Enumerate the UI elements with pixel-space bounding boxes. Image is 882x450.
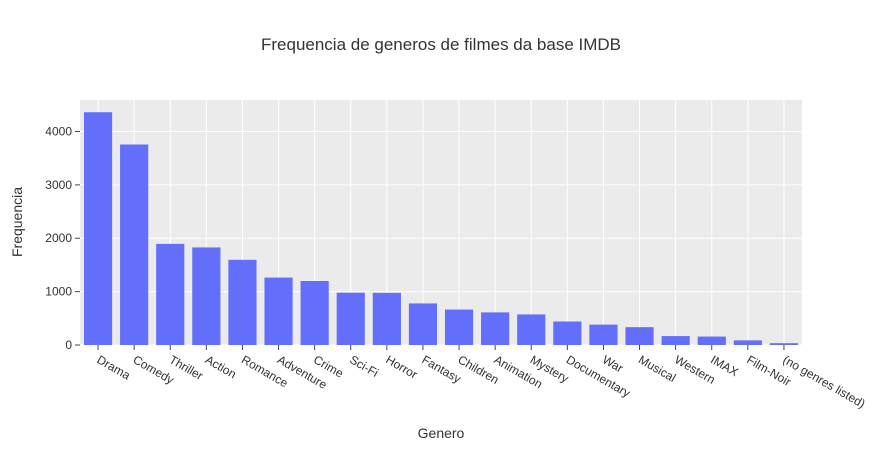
bar-war [589, 324, 618, 345]
bar-adventure [264, 277, 293, 345]
y-tick-label: 0 [65, 338, 72, 352]
y-tick-label: 3000 [45, 178, 72, 192]
bar-horror [372, 292, 401, 345]
bar-thriller [156, 243, 185, 345]
bar-drama [83, 112, 113, 345]
bar-western [661, 336, 690, 345]
x-tick-label: Action [203, 352, 239, 381]
bar-action [192, 247, 221, 345]
y-axis-ticks: 0 1000 2000 3000 4000 [45, 124, 80, 352]
bar-mystery [517, 314, 546, 345]
x-tick-label: Musical [636, 352, 678, 384]
x-tick-label: Drama [95, 352, 133, 382]
plot-area [80, 100, 802, 345]
y-tick-label: 2000 [45, 231, 72, 245]
x-tick-label: Horror [383, 352, 419, 381]
x-axis-title: Genero [418, 425, 465, 441]
x-tick-label: (no genres listed) [780, 352, 867, 410]
x-tick-label: Children [456, 352, 502, 386]
bar-romance [228, 259, 257, 345]
bar-film-noir [733, 340, 762, 345]
bar-sci-fi [336, 292, 365, 345]
y-axis-title: Frequencia [9, 187, 25, 257]
x-tick-label: Fantasy [419, 352, 463, 385]
x-tick-label: Documentary [564, 352, 633, 400]
bar-documentary [553, 321, 582, 345]
x-tick-label: Sci-Fi [347, 352, 381, 379]
bars [83, 112, 799, 345]
bar-children [444, 309, 474, 345]
bar-fantasy [408, 303, 438, 345]
bar-animation [481, 312, 510, 345]
x-tick-label: Western [672, 352, 718, 386]
y-tick-label: 4000 [45, 124, 72, 138]
y-tick-label: 1000 [45, 285, 72, 299]
bar-crime [300, 281, 329, 345]
chart-title: Frequencia de generos de filmes da base … [261, 35, 621, 54]
bar-comedy [120, 144, 149, 345]
bar-musical [625, 327, 654, 345]
x-tick-label: Comedy [131, 352, 177, 386]
bar-imax [697, 336, 726, 345]
bar-no-genres-listed [769, 343, 799, 345]
